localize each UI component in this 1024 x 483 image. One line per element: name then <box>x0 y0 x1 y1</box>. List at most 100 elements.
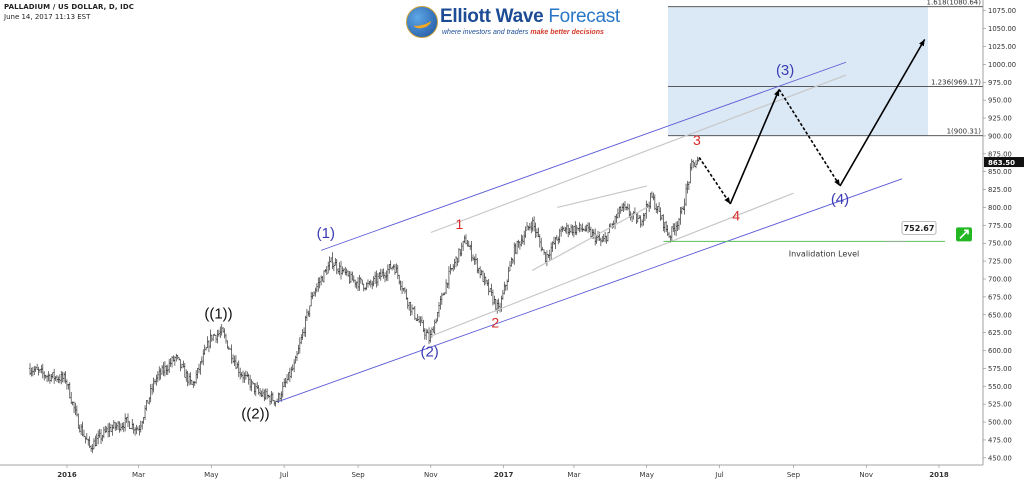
ohlc-bar <box>58 374 61 384</box>
price-tick-label: 975.00 <box>988 79 1012 87</box>
ohlc-bar <box>291 364 294 371</box>
ohlc-bar <box>545 250 548 267</box>
ohlc-bar <box>538 234 541 248</box>
ohlc-bar <box>162 362 165 377</box>
ohlc-bar <box>524 226 527 238</box>
ohlc-bar <box>236 362 239 369</box>
ohlc-bar <box>210 334 213 342</box>
wave-label: 3 <box>693 132 701 148</box>
ohlc-bar <box>662 214 665 232</box>
ohlc-bar <box>464 234 467 245</box>
ohlc-bar <box>109 423 112 433</box>
ohlc-bar <box>335 259 338 275</box>
ohlc-bar <box>108 422 111 437</box>
ohlc-bar <box>614 215 617 230</box>
ohlc-bar <box>320 275 323 286</box>
price-tick-label: 850.00 <box>988 168 1012 176</box>
time-tick-label: Mar <box>132 471 145 479</box>
ohlc-bar <box>149 384 152 403</box>
ohlc-bar <box>520 234 523 247</box>
ohlc-bar <box>369 279 372 288</box>
ohlc-bar <box>379 268 382 281</box>
ohlc-bar <box>340 260 343 280</box>
ohlc-bar <box>263 389 266 402</box>
ohlc-bar <box>398 274 401 285</box>
wave-label: (2) <box>420 343 438 360</box>
time-tick-label: May <box>640 471 654 479</box>
ohlc-bar <box>278 392 281 401</box>
ohlc-bar <box>655 203 658 213</box>
ohlc-bar <box>628 204 631 218</box>
price-tick-label: 775.00 <box>988 222 1012 230</box>
ohlc-bar <box>240 372 243 378</box>
ohlc-bar <box>389 260 392 270</box>
ohlc-bar <box>687 181 690 191</box>
ohlc-bar <box>33 365 36 375</box>
ohlc-bar <box>330 257 333 263</box>
ohlc-bar <box>70 391 73 405</box>
last-price-value: 863.50 <box>988 159 1015 167</box>
ohlc-bar <box>270 390 273 404</box>
ohlc-bar <box>195 370 198 384</box>
ohlc-bar <box>209 329 212 349</box>
ohlc-bar <box>156 371 159 383</box>
time-tick-label: Mar <box>567 471 580 479</box>
ohlc-bar <box>304 315 307 337</box>
ohlc-bar <box>581 223 584 232</box>
price-tick-label: 625.00 <box>988 329 1012 337</box>
ohlc-bar <box>425 328 428 340</box>
ohlc-bar <box>344 266 347 276</box>
inner-channel-line <box>531 206 648 271</box>
ohlc-bar <box>132 423 135 434</box>
invalidation-label: Invalidation Level <box>789 249 859 258</box>
ohlc-bar <box>352 275 355 283</box>
ohlc-bar <box>653 194 656 211</box>
ohlc-bar <box>41 363 44 379</box>
ohlc-bar <box>243 372 246 383</box>
ohlc-bar <box>144 405 147 421</box>
ohlc-bar <box>639 215 642 228</box>
ohlc-bar <box>386 264 389 282</box>
ohlc-bar <box>56 375 59 383</box>
ohlc-bar <box>489 288 492 293</box>
ohlc-bar <box>127 413 130 428</box>
ohlc-bar <box>169 358 172 367</box>
ohlc-bar <box>467 240 470 247</box>
ohlc-bar <box>217 329 220 337</box>
projection-segment <box>839 38 926 187</box>
ohlc-bar <box>578 222 581 233</box>
ohlc-bar <box>560 226 563 237</box>
ohlc-bar <box>472 254 475 261</box>
ohlc-bar <box>595 235 598 245</box>
ohlc-bar <box>562 226 565 231</box>
ohlc-bar <box>114 421 117 431</box>
ohlc-bar <box>514 243 517 255</box>
ohlc-bar <box>602 233 605 242</box>
ohlc-bar <box>332 262 335 272</box>
ohlc-bar <box>328 256 331 271</box>
ohlc-bar <box>65 379 68 390</box>
fib-level-label: 1(900.31) <box>947 128 982 136</box>
ohlc-bar <box>359 277 362 284</box>
price-tick-label: 750.00 <box>988 240 1012 248</box>
ohlc-bar <box>290 366 293 379</box>
ohlc-bar <box>68 382 71 399</box>
ohlc-bar <box>484 276 487 285</box>
price-tick-label: 525.00 <box>988 401 1012 409</box>
ohlc-bar <box>531 217 534 232</box>
ohlc-bar <box>139 420 142 433</box>
ohlc-bar <box>589 226 592 238</box>
ohlc-bar <box>257 385 260 395</box>
ohlc-bar <box>148 397 151 405</box>
ohlc-bar <box>473 256 476 265</box>
symbol-title: PALLADIUM / US DOLLAR, D, IDC <box>4 3 134 11</box>
time-tick-label: Nov <box>424 471 438 479</box>
ohlc-bar <box>528 222 531 231</box>
ohlc-bar <box>452 263 455 272</box>
ohlc-bar <box>619 206 622 214</box>
ohlc-bar <box>551 241 554 253</box>
ohlc-bar <box>95 433 98 446</box>
ohlc-bar <box>351 271 354 281</box>
ohlc-bar <box>579 224 582 232</box>
